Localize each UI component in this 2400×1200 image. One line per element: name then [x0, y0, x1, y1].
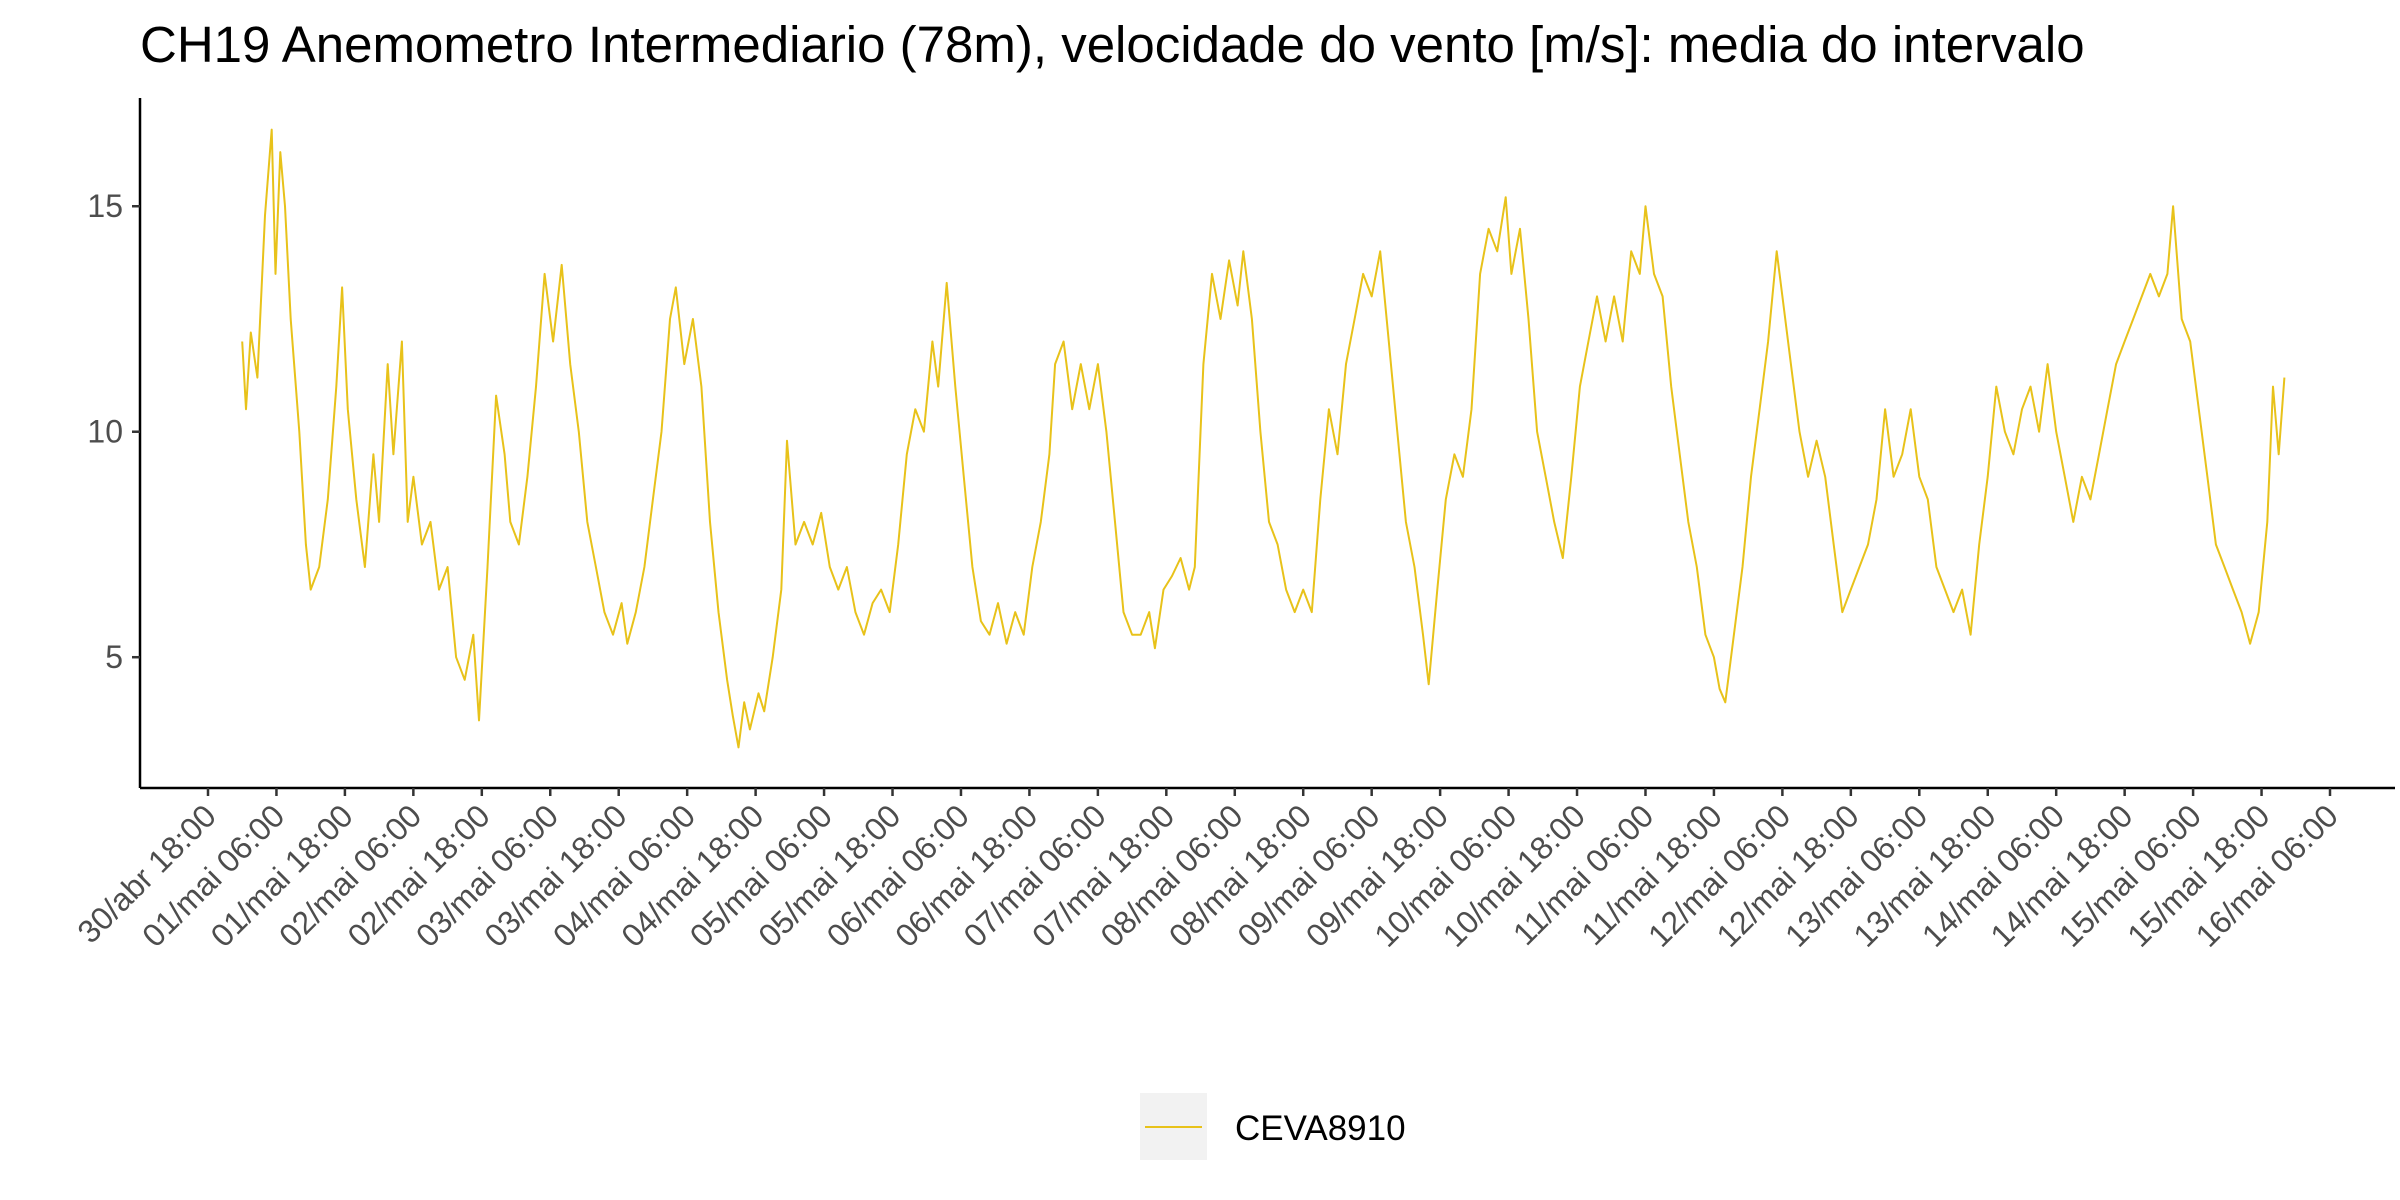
series-line-ceva8910: [241, 128, 2286, 749]
series-layer: [241, 128, 2286, 749]
y-tick-label: 15: [87, 188, 123, 224]
legend: CEVA8910: [1140, 1093, 1406, 1160]
y-tick-label: 5: [105, 639, 123, 675]
chart-title: CH19 Anemometro Intermediario (78m), vel…: [140, 16, 2085, 73]
y-axis-ticks: 5 10 15: [87, 188, 140, 675]
y-tick-label: 10: [87, 414, 123, 450]
legend-label-ceva8910: CEVA8910: [1235, 1109, 1406, 1148]
